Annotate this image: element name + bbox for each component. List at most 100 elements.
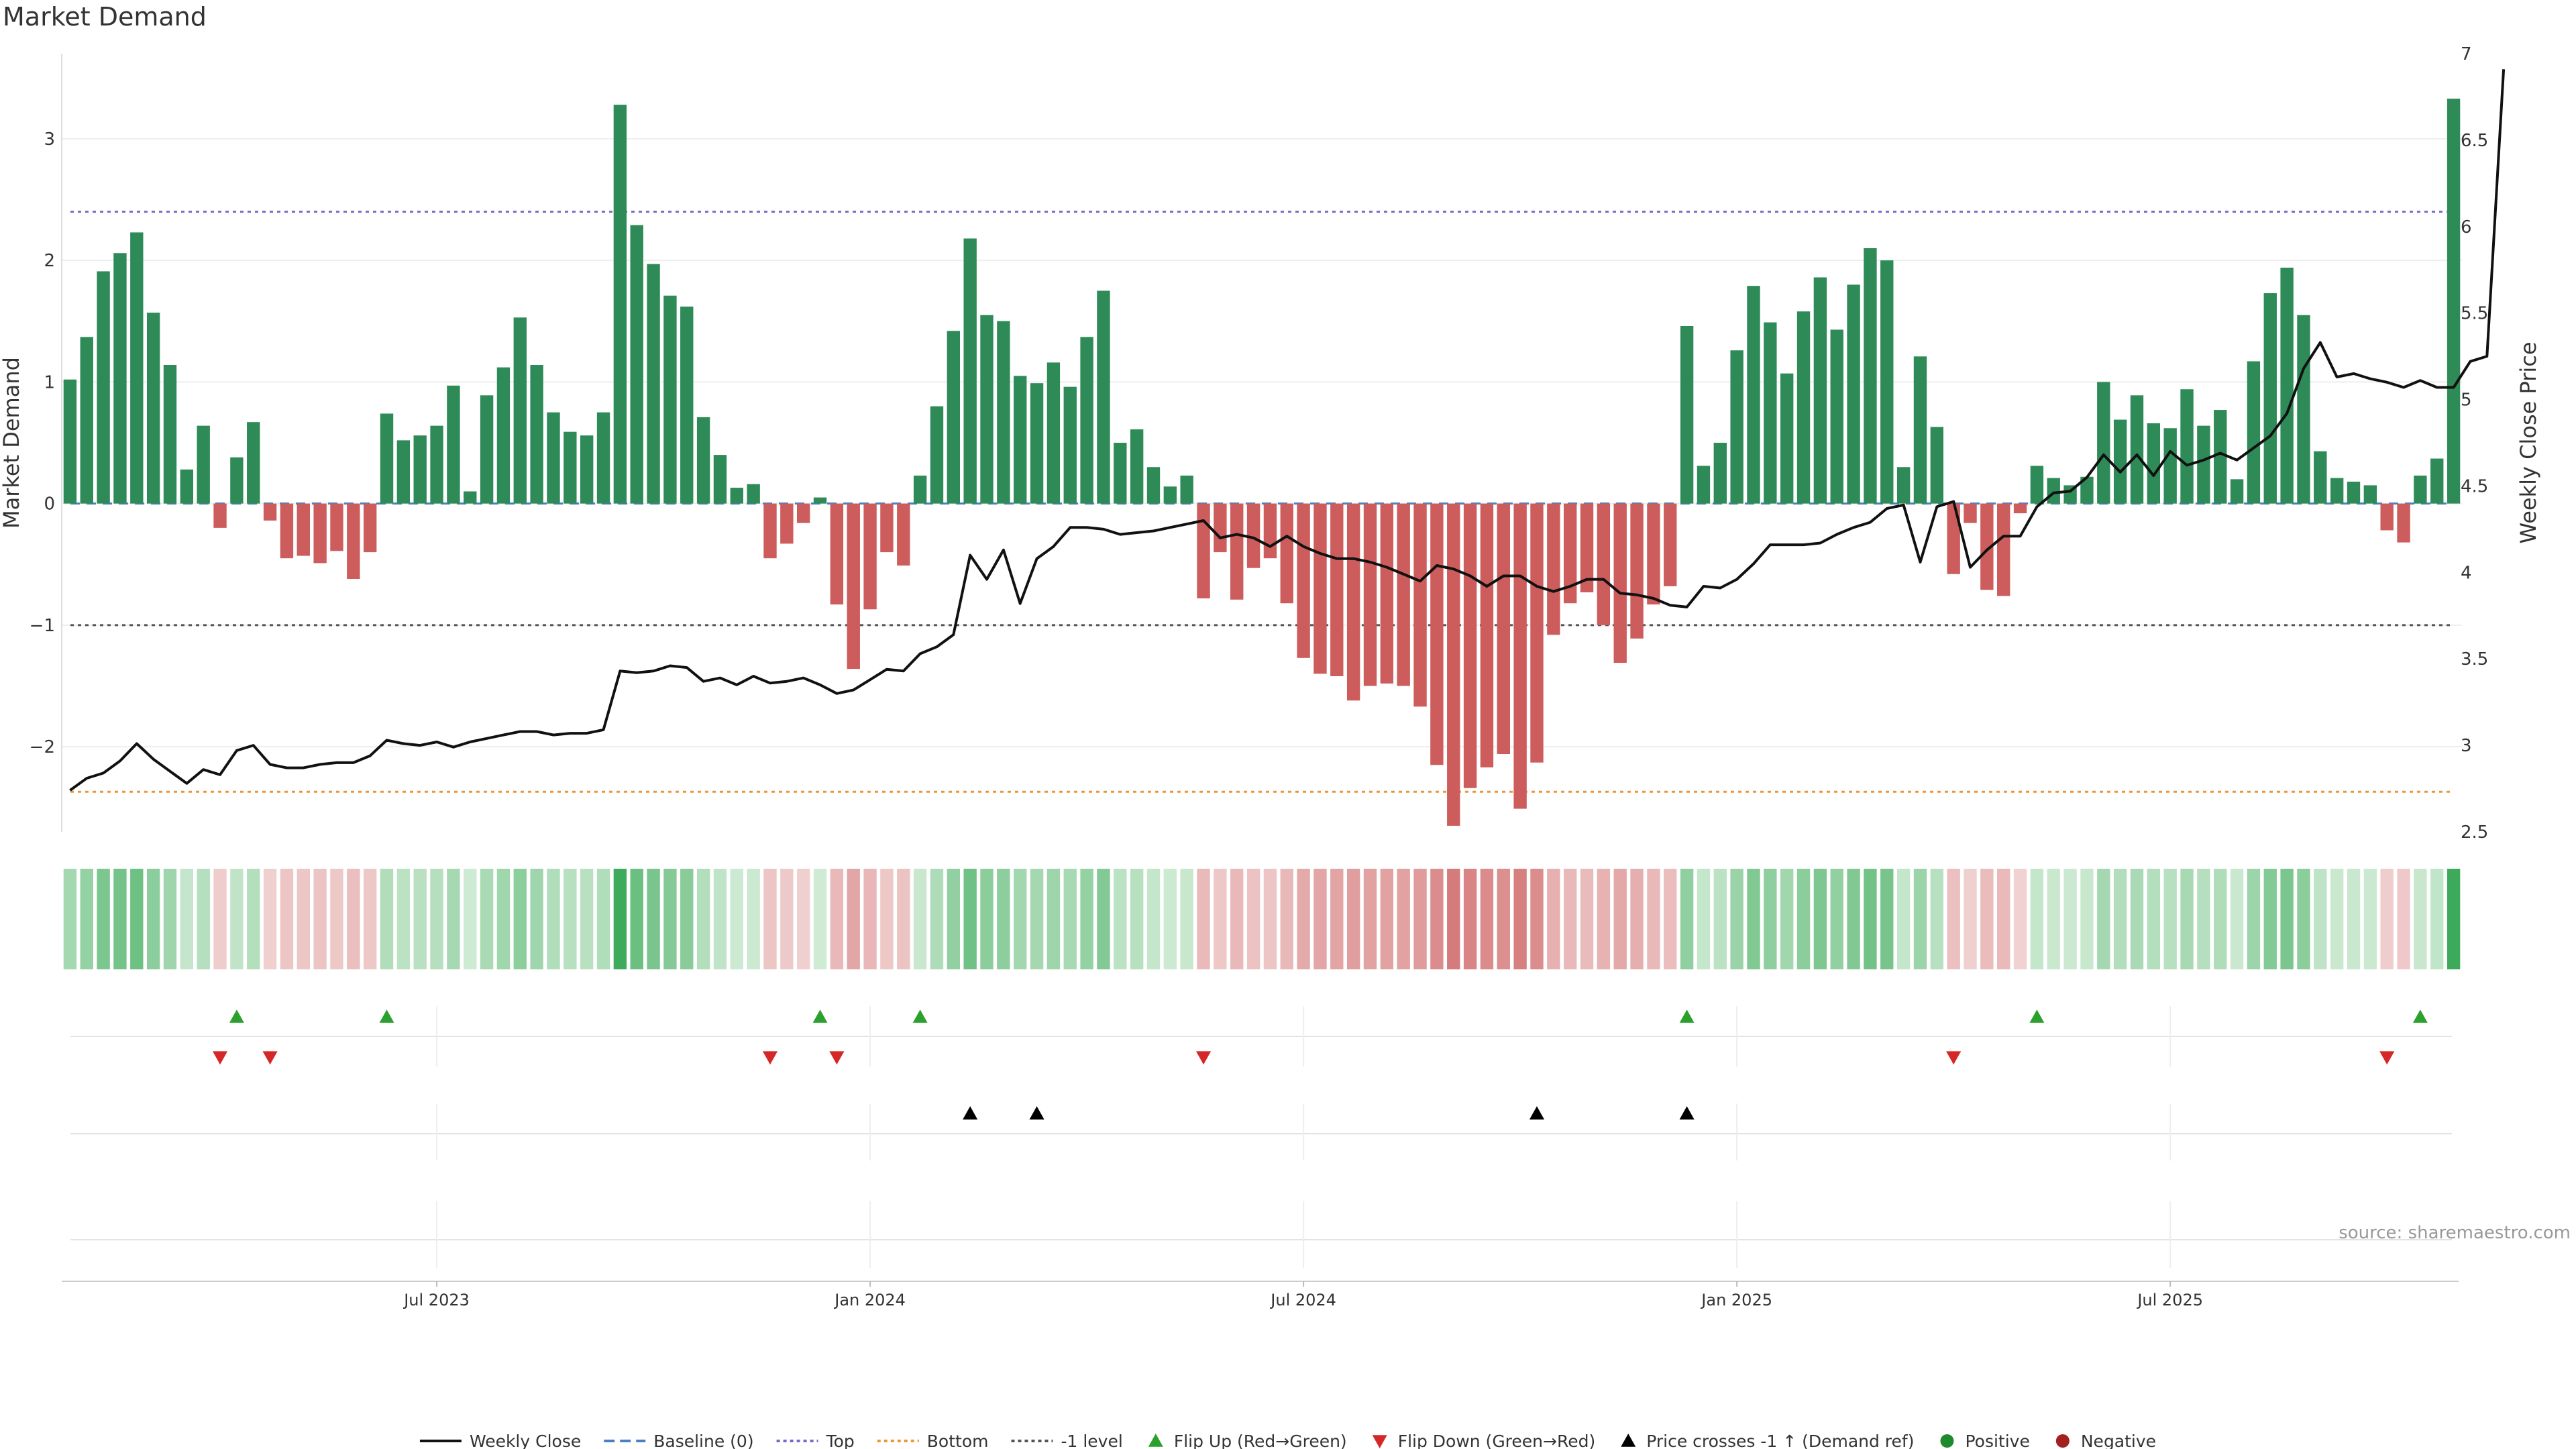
heat-cell-97 xyxy=(1680,869,1694,969)
heat-cell-84 xyxy=(1463,869,1477,969)
legend-label-6: Flip Down (Green→Red) xyxy=(1398,1432,1596,1449)
heat-cell-77 xyxy=(1346,869,1360,969)
demand-bar-103 xyxy=(1780,373,1794,504)
heat-cell-96 xyxy=(1664,869,1677,969)
demand-bar-17 xyxy=(347,503,360,579)
heat-cell-80 xyxy=(1397,869,1410,969)
flip-down-marker-5 xyxy=(1946,1051,1962,1065)
heat-cell-105 xyxy=(1813,869,1827,969)
heat-cell-9 xyxy=(213,869,227,969)
flip-up-marker-1 xyxy=(379,1010,394,1023)
demand-bar-119 xyxy=(2047,478,2060,504)
heat-cell-72 xyxy=(1263,869,1277,969)
heat-cell-111 xyxy=(1913,869,1927,969)
heat-cell-127 xyxy=(2180,869,2194,969)
demand-bar-111 xyxy=(1913,356,1927,504)
heat-cell-141 xyxy=(2414,869,2427,969)
demand-bar-137 xyxy=(2347,482,2361,504)
demand-bar-127 xyxy=(2180,389,2194,504)
demand-bar-83 xyxy=(1447,503,1460,826)
demand-bar-45 xyxy=(813,497,827,504)
heat-cell-4 xyxy=(130,869,144,969)
demand-bar-112 xyxy=(1930,427,1944,504)
heat-cell-10 xyxy=(230,869,244,969)
legend: Weekly Close Baseline (0) Top Bottom -1 leve… xyxy=(419,1432,2156,1449)
y-tick-labels: −2 −1 0 1 2 3 xyxy=(30,129,55,757)
heat-cell-13 xyxy=(280,869,294,969)
legend-swatch-9 xyxy=(2055,1434,2070,1448)
heat-cell-42 xyxy=(763,869,777,969)
heat-cell-93 xyxy=(1613,869,1627,969)
legend-swatch-8 xyxy=(1940,1434,1954,1448)
demand-bar-67 xyxy=(1180,475,1193,504)
reference-levels xyxy=(70,211,2452,793)
demand-bar-141 xyxy=(2414,475,2427,504)
heat-cell-49 xyxy=(880,869,894,969)
heat-cell-90 xyxy=(1563,869,1577,969)
demand-bar-65 xyxy=(1146,467,1161,504)
demand-bar-140 xyxy=(2397,503,2410,543)
y-axis-label: Market Demand xyxy=(0,357,24,529)
heat-cell-135 xyxy=(2314,869,2327,969)
heat-cell-14 xyxy=(297,869,310,969)
heat-cell-21 xyxy=(413,869,427,969)
demand-bar-1 xyxy=(80,337,93,504)
demand-bar-72 xyxy=(1263,503,1277,559)
heat-cell-29 xyxy=(547,869,560,969)
y2-tick-3: 4 xyxy=(2461,563,2472,583)
demand-bar-43 xyxy=(780,503,794,544)
weekly-close-line xyxy=(69,69,2506,792)
demand-bar-129 xyxy=(2214,410,2227,504)
demand-bar-109 xyxy=(1880,260,1894,504)
heat-cell-19 xyxy=(380,869,394,969)
heat-cell-98 xyxy=(1697,869,1711,969)
heat-cell-79 xyxy=(1380,869,1394,969)
demand-bar-128 xyxy=(2197,425,2210,504)
flip-down-marker-2 xyxy=(763,1051,778,1065)
demand-bar-121 xyxy=(2080,476,2094,504)
demand-bar-69 xyxy=(1214,503,1227,553)
heat-cell-112 xyxy=(1930,869,1944,969)
demand-bar-98 xyxy=(1697,466,1711,504)
heat-cell-85 xyxy=(1480,869,1494,969)
demand-bar-125 xyxy=(2147,423,2161,504)
demand-bar-57 xyxy=(1014,376,1027,504)
demand-bar-18 xyxy=(363,503,377,553)
demand-bar-7 xyxy=(180,469,194,504)
y2-tick-8: 6.5 xyxy=(2461,131,2488,151)
heat-cell-95 xyxy=(1647,869,1660,969)
demand-bar-46 xyxy=(830,503,844,605)
heat-cell-83 xyxy=(1447,869,1460,969)
demand-bar-86 xyxy=(1497,503,1510,754)
demand-bar-130 xyxy=(2230,479,2244,504)
heat-cell-100 xyxy=(1730,869,1743,969)
heat-cell-51 xyxy=(913,869,927,969)
heat-cell-113 xyxy=(1947,869,1960,969)
heat-cell-101 xyxy=(1747,869,1760,969)
demand-bars xyxy=(63,99,2461,826)
heat-cell-108 xyxy=(1864,869,1877,969)
heat-cell-24 xyxy=(464,869,477,969)
heat-cell-82 xyxy=(1430,869,1444,969)
heat-cell-47 xyxy=(847,869,860,969)
demand-bar-136 xyxy=(2330,478,2344,504)
heat-cell-31 xyxy=(580,869,594,969)
demand-bar-113 xyxy=(1947,503,1960,574)
heat-cell-39 xyxy=(713,869,727,969)
heat-cell-78 xyxy=(1363,869,1377,969)
heat-cell-1 xyxy=(80,869,93,969)
x-tick-3: Jan 2025 xyxy=(1700,1291,1772,1309)
heat-cell-102 xyxy=(1764,869,1777,969)
heat-cell-32 xyxy=(596,869,610,969)
y-tick-5: 3 xyxy=(44,129,55,150)
heat-cell-130 xyxy=(2230,869,2244,969)
heat-cell-15 xyxy=(313,869,327,969)
demand-bar-50 xyxy=(897,503,910,566)
y2-tick-labels: 2.5 3 3.5 4 4.5 5 5.5 6 6.5 7 xyxy=(2461,44,2488,843)
demand-bar-15 xyxy=(313,503,327,564)
demand-bar-110 xyxy=(1896,467,1911,504)
demand-bar-6 xyxy=(163,365,177,504)
demand-bar-35 xyxy=(647,264,660,504)
demand-bar-134 xyxy=(2297,315,2310,504)
heat-cell-116 xyxy=(1997,869,2010,969)
